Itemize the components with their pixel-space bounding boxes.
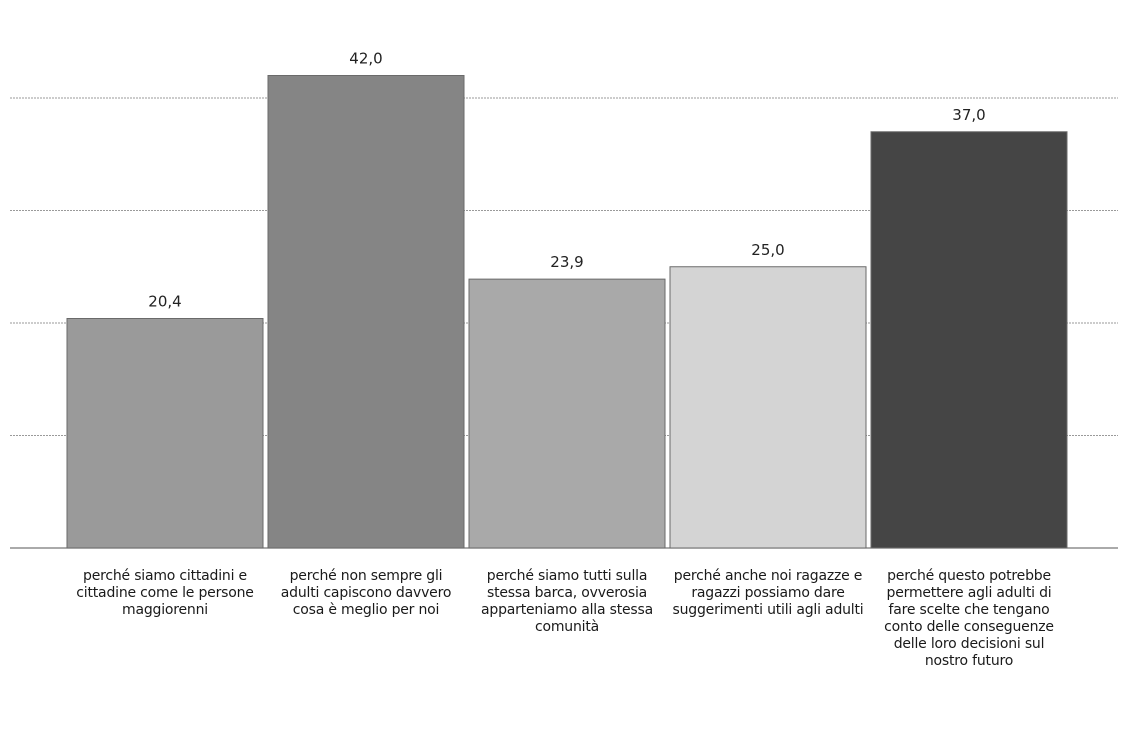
bar	[66, 318, 264, 549]
value-labels: 20,4 42,0 23,9 25,0 37,0	[148, 50, 985, 311]
category-labels: perché siamo cittadini e cittadine come …	[0, 568, 1125, 729]
data-label: 23,9	[550, 253, 583, 271]
bar	[267, 75, 465, 549]
data-label: 37,0	[952, 106, 985, 124]
data-label: 20,4	[148, 293, 181, 311]
category-label: perché anche noi ragazze e ragazzi possi…	[672, 568, 864, 618]
data-label: 42,0	[349, 50, 382, 68]
category-label: perché siamo tutti sulla stessa barca, o…	[481, 568, 653, 635]
bar	[468, 278, 666, 549]
category-label: perché questo potrebbe permettere agli a…	[884, 568, 1054, 669]
category-label: perché siamo cittadini e cittadine come …	[76, 568, 254, 618]
data-label: 25,0	[751, 241, 784, 259]
bar	[669, 266, 867, 549]
bars	[66, 75, 1068, 549]
category-label: perché non sempre gli adulti capiscono d…	[280, 568, 452, 618]
bar-chart: 20,4 42,0 23,9 25,0 37,0	[10, 50, 1118, 549]
bar	[870, 131, 1068, 549]
